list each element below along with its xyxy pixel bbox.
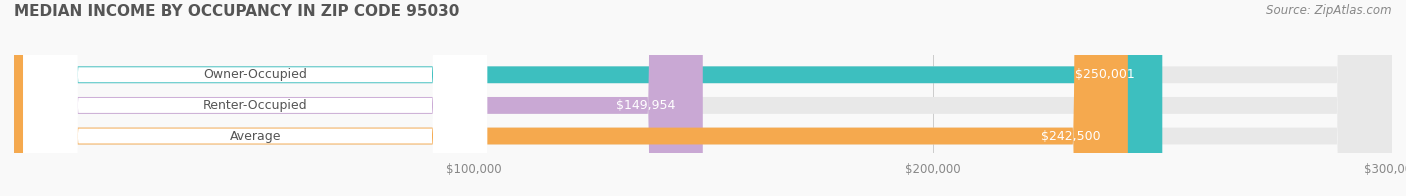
Text: Renter-Occupied: Renter-Occupied (202, 99, 308, 112)
Text: Source: ZipAtlas.com: Source: ZipAtlas.com (1267, 4, 1392, 17)
FancyBboxPatch shape (14, 0, 703, 196)
Text: Owner-Occupied: Owner-Occupied (204, 68, 307, 81)
FancyBboxPatch shape (14, 0, 1392, 196)
FancyBboxPatch shape (24, 0, 486, 196)
Text: $149,954: $149,954 (616, 99, 675, 112)
FancyBboxPatch shape (24, 0, 486, 196)
FancyBboxPatch shape (14, 0, 1392, 196)
Text: Average: Average (229, 130, 281, 142)
Text: $242,500: $242,500 (1040, 130, 1101, 142)
FancyBboxPatch shape (14, 0, 1392, 196)
Text: $250,001: $250,001 (1076, 68, 1135, 81)
FancyBboxPatch shape (24, 0, 486, 196)
Text: MEDIAN INCOME BY OCCUPANCY IN ZIP CODE 95030: MEDIAN INCOME BY OCCUPANCY IN ZIP CODE 9… (14, 4, 460, 19)
FancyBboxPatch shape (14, 0, 1128, 196)
FancyBboxPatch shape (14, 0, 1163, 196)
